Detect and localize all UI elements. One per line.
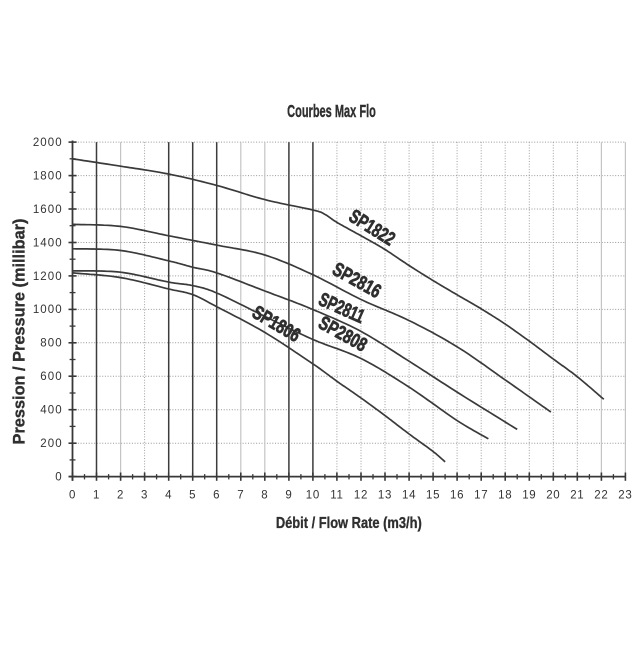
svg-text:19: 19 <box>522 489 536 501</box>
svg-text:12: 12 <box>354 489 368 501</box>
svg-text:400: 400 <box>40 405 63 417</box>
svg-text:11: 11 <box>330 489 343 501</box>
svg-text:800: 800 <box>40 338 63 350</box>
svg-text:20: 20 <box>546 489 560 501</box>
svg-text:1000: 1000 <box>33 304 63 316</box>
svg-text:1600: 1600 <box>33 204 63 216</box>
svg-text:5: 5 <box>189 489 196 501</box>
svg-text:Courbes Max Flo: Courbes Max Flo <box>287 103 376 122</box>
svg-text:22: 22 <box>594 489 608 501</box>
svg-text:1800: 1800 <box>33 171 63 183</box>
svg-text:0: 0 <box>69 489 76 501</box>
svg-text:15: 15 <box>426 489 440 501</box>
svg-text:23: 23 <box>618 489 632 501</box>
svg-text:0: 0 <box>55 472 63 484</box>
svg-text:6: 6 <box>213 489 220 501</box>
svg-text:17: 17 <box>474 489 488 501</box>
svg-text:7: 7 <box>237 489 244 501</box>
svg-text:1: 1 <box>93 489 100 501</box>
svg-text:4: 4 <box>165 489 172 501</box>
svg-text:10: 10 <box>306 489 320 501</box>
svg-text:3: 3 <box>141 489 148 501</box>
svg-text:13: 13 <box>378 489 392 501</box>
svg-text:8: 8 <box>261 489 268 501</box>
svg-text:18: 18 <box>498 489 512 501</box>
svg-text:Pression / Pressure (millibar): Pression / Pressure (millibar) <box>11 219 29 445</box>
svg-text:200: 200 <box>40 438 63 450</box>
svg-text:600: 600 <box>40 371 63 383</box>
svg-text:21: 21 <box>570 489 584 501</box>
svg-text:1200: 1200 <box>33 271 63 283</box>
svg-text:1400: 1400 <box>33 237 63 249</box>
svg-text:9: 9 <box>285 489 292 501</box>
svg-text:16: 16 <box>450 489 464 501</box>
svg-text:2000: 2000 <box>33 137 63 149</box>
svg-text:2: 2 <box>117 489 124 501</box>
svg-text:Débit / Flow Rate (m3/h): Débit / Flow Rate (m3/h) <box>276 515 422 533</box>
svg-text:14: 14 <box>402 489 416 501</box>
